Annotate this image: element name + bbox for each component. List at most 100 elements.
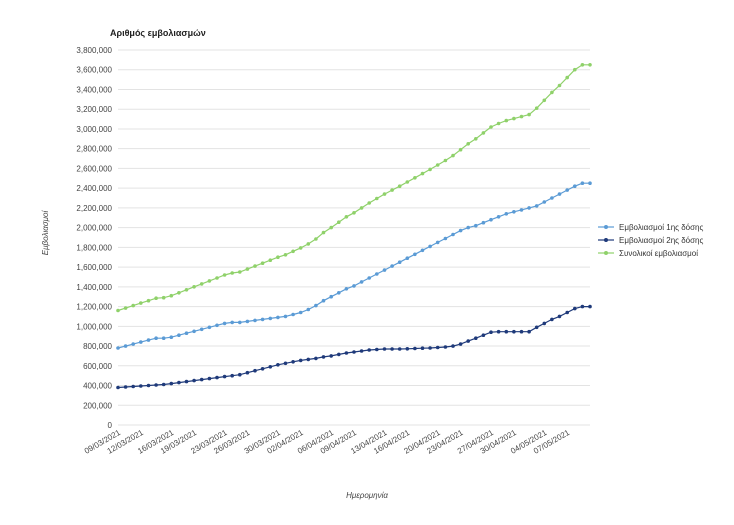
y-tick-label: 800,000 xyxy=(83,342,112,351)
data-point xyxy=(245,370,250,375)
data-point xyxy=(489,217,493,222)
data-point xyxy=(260,367,265,371)
grid xyxy=(118,49,590,426)
data-point xyxy=(344,287,349,291)
data-point xyxy=(276,255,280,259)
data-point xyxy=(131,384,135,389)
data-point xyxy=(169,293,174,298)
data-point xyxy=(352,211,356,215)
data-point xyxy=(199,327,204,332)
data-point xyxy=(260,261,265,266)
data-point xyxy=(382,268,387,272)
series-line xyxy=(117,306,590,389)
y-tick-label: 200,000 xyxy=(83,401,112,410)
data-point xyxy=(207,279,212,283)
data-point xyxy=(177,380,181,385)
chart-title: Αριθμός εμβολιασμών xyxy=(110,28,206,38)
data-point xyxy=(359,349,364,353)
data-point xyxy=(359,280,364,284)
data-point xyxy=(367,201,372,205)
data-point xyxy=(413,176,417,180)
data-point xyxy=(542,200,547,204)
data-point xyxy=(146,338,151,342)
data-point xyxy=(397,184,402,188)
y-tick-label: 600,000 xyxy=(83,362,112,371)
data-point xyxy=(139,340,143,344)
data-point xyxy=(329,354,334,358)
data-point xyxy=(565,75,569,80)
data-point xyxy=(154,296,158,301)
data-point xyxy=(420,346,425,351)
y-tick-label: 0 xyxy=(108,421,113,430)
data-point xyxy=(352,350,356,354)
data-point xyxy=(550,317,554,322)
data-point xyxy=(344,215,349,219)
data-point xyxy=(458,228,463,233)
data-point xyxy=(481,333,486,338)
data-point xyxy=(451,344,455,348)
y-tick-label: 1,400,000 xyxy=(76,283,112,292)
series-1 xyxy=(116,181,592,350)
data-point xyxy=(291,249,295,254)
data-point xyxy=(573,184,577,188)
data-point xyxy=(215,276,219,280)
data-point xyxy=(276,363,280,367)
data-point xyxy=(337,291,341,295)
data-point xyxy=(390,188,394,192)
data-point xyxy=(588,181,592,185)
data-point xyxy=(283,361,288,366)
data-point xyxy=(352,284,356,288)
y-tick-label: 2,600,000 xyxy=(76,164,112,173)
data-point xyxy=(565,188,569,192)
x-axis: 09/03/202112/03/202116/03/202119/03/2021… xyxy=(83,428,572,456)
data-point xyxy=(268,316,273,321)
series-2 xyxy=(116,304,592,390)
data-point xyxy=(177,333,181,338)
data-point xyxy=(519,114,524,119)
data-point xyxy=(367,276,372,280)
data-point xyxy=(207,325,212,330)
legend-item: Εμβολιασμοί 1ης δόσης xyxy=(598,223,704,232)
data-point xyxy=(329,225,334,230)
data-point xyxy=(443,158,448,163)
data-point xyxy=(314,303,318,308)
data-point xyxy=(405,347,410,351)
legend-swatch-marker xyxy=(604,225,608,229)
data-point xyxy=(306,307,311,312)
data-point xyxy=(253,318,257,323)
data-point xyxy=(420,171,425,176)
data-point xyxy=(557,83,562,88)
y-tick-label: 3,000,000 xyxy=(76,125,112,134)
data-point xyxy=(192,378,196,383)
data-point xyxy=(443,345,448,349)
y-tick-label: 400,000 xyxy=(83,382,112,391)
data-point xyxy=(184,331,189,336)
data-point xyxy=(367,348,372,352)
data-point xyxy=(413,346,417,351)
y-tick-label: 3,800,000 xyxy=(76,46,112,55)
data-point xyxy=(580,304,585,309)
data-point xyxy=(116,308,120,313)
data-point xyxy=(268,365,273,369)
data-point xyxy=(534,325,539,330)
data-point xyxy=(177,291,181,295)
data-point xyxy=(291,360,295,364)
data-point xyxy=(306,242,311,246)
y-tick-label: 2,800,000 xyxy=(76,145,112,154)
data-point xyxy=(184,288,189,292)
y-axis: 0 200,000 400,000 600,000 800,000 1,000,000 1,… xyxy=(76,46,112,430)
data-point xyxy=(504,118,509,123)
data-point xyxy=(253,264,257,268)
data-point xyxy=(474,137,478,141)
data-point xyxy=(588,304,592,309)
data-point xyxy=(542,98,547,103)
data-point xyxy=(169,335,174,340)
data-point xyxy=(405,256,410,261)
data-point xyxy=(298,246,303,250)
data-point xyxy=(435,345,440,350)
data-point xyxy=(397,260,402,265)
data-point xyxy=(298,310,303,315)
data-point xyxy=(390,264,394,268)
data-point xyxy=(192,285,196,289)
data-point xyxy=(161,336,166,341)
